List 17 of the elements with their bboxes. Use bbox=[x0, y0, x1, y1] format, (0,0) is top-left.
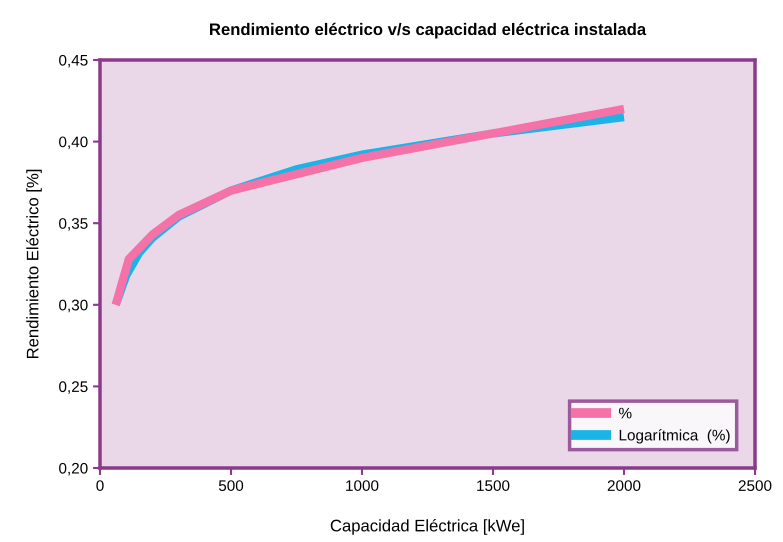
x-tick-label: 1500 bbox=[477, 480, 510, 492]
x-tick-label: 500 bbox=[218, 480, 244, 492]
x-tick-label: 2000 bbox=[608, 480, 640, 492]
y-tick-label: 0,35 bbox=[59, 218, 88, 231]
chart-title: Rendimiento eléctrico v/s capacidad eléctrica instalada bbox=[210, 22, 646, 38]
x-tick-label: 0 bbox=[96, 480, 104, 492]
y-tick-label: 0,20 bbox=[59, 462, 88, 476]
x-tick-label: 1000 bbox=[346, 480, 378, 492]
legend-label: Logarítmica (%) bbox=[620, 429, 730, 444]
x-axis-title: Capacidad Eléctrica [kWe] bbox=[330, 519, 524, 535]
y-tick-label: 0,25 bbox=[59, 381, 88, 394]
x-tick-label: 2500 bbox=[738, 480, 772, 492]
y-tick-label: 0,45 bbox=[59, 54, 88, 68]
y-tick-label: 0,30 bbox=[59, 300, 88, 312]
y-tick-label: 0,40 bbox=[59, 136, 88, 150]
legend-label: % bbox=[619, 408, 632, 418]
y-axis-title: Rendimiento Eléctrico [%] bbox=[26, 170, 42, 358]
